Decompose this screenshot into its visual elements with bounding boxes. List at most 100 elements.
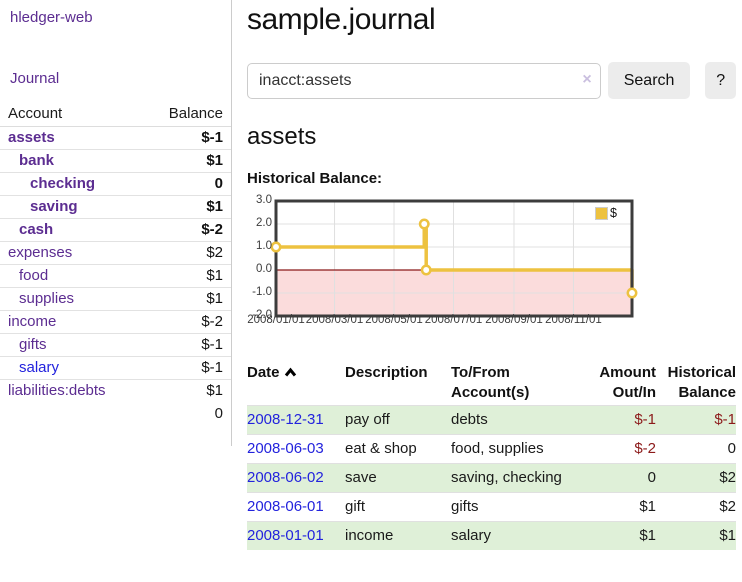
search-button[interactable]: Search [607, 62, 691, 99]
account-row: food $1 [0, 264, 231, 288]
sidebar: hledger-web Journal Account Balance asse… [0, 0, 232, 446]
accounts-header-account: Account [0, 102, 139, 127]
transaction-balance: $1 [656, 521, 736, 550]
account-row: salary $-1 [0, 356, 231, 380]
transaction-balance: $-1 [656, 405, 736, 435]
chart-plot-area [270, 199, 638, 318]
account-balance: $2 [138, 241, 231, 265]
page-title: sample.journal [247, 3, 436, 36]
account-link-cash[interactable]: cash [19, 221, 54, 238]
transaction-description: pay off [345, 405, 451, 435]
account-name-cell: salary [0, 356, 139, 380]
transaction-accounts: food, supplies [451, 434, 583, 464]
transaction-date-link[interactable]: 2008-12-31 [247, 411, 324, 428]
y-axis-tick-label: 0.0 [256, 263, 272, 275]
header-line1: Amount [599, 364, 656, 381]
transaction-date-link[interactable]: 2008-01-01 [247, 527, 324, 544]
accounts-total-value: 0 [214, 405, 223, 422]
sidebar-item-journal[interactable]: Journal [10, 70, 60, 87]
account-row: cash $-2 [0, 218, 231, 242]
account-name-cell: income [0, 310, 139, 334]
account-link-assets[interactable]: assets [8, 129, 55, 146]
accounts-header-balance: Balance [138, 102, 231, 127]
transaction-date-cell: 2008-01-01 [247, 521, 345, 550]
x-axis-tick-label: 2008/05/01 [365, 314, 423, 326]
account-balance: $-1 [138, 356, 231, 380]
account-heading: assets [247, 123, 317, 150]
search-input[interactable] [247, 62, 601, 99]
account-balance: $1 [138, 379, 231, 402]
account-name-cell: gifts [0, 333, 139, 357]
account-balance: $1 [138, 287, 231, 311]
search-input-wrap: × [247, 62, 601, 99]
register-table-header: Date Description To/From Account(s) Amount Ou… [247, 361, 736, 406]
account-link-supplies[interactable]: supplies [19, 290, 75, 307]
x-axis-tick-label: 2008/03/01 [305, 314, 364, 326]
account-link-bank[interactable]: bank [19, 152, 55, 169]
app-brand-link[interactable]: hledger-web [10, 9, 93, 26]
transaction-accounts: saving, checking [451, 463, 583, 493]
register-header-date[interactable]: Date [247, 361, 345, 406]
account-row: income $-2 [0, 310, 231, 334]
account-row: bank $1 [0, 149, 231, 173]
transaction-description: save [345, 463, 451, 493]
transaction-row: 2008-06-02 save saving, checking 0 $2 [247, 463, 736, 493]
account-link-food[interactable]: food [19, 267, 49, 284]
account-balance: $-2 [138, 218, 231, 242]
x-axis-tick-label: 2008/11/01 [545, 314, 602, 326]
transaction-accounts: debts [451, 405, 583, 435]
data-point-marker [270, 241, 282, 253]
account-link-gifts[interactable]: gifts [19, 336, 47, 353]
transaction-row: 2008-01-01 income salary $1 $1 [247, 521, 736, 550]
account-link-liabilities-debts[interactable]: liabilities:debts [8, 382, 106, 399]
transaction-amount: $-1 [583, 405, 656, 435]
transaction-balance: $2 [656, 492, 736, 522]
accounts-total-row: 0 [0, 402, 231, 425]
clear-search-icon[interactable]: × [582, 70, 592, 88]
transaction-amount: $1 [583, 492, 656, 522]
transaction-row: 2008-12-31 pay off debts $-1 $-1 [247, 405, 736, 435]
account-name-cell: checking [0, 172, 139, 196]
transaction-amount: 0 [583, 463, 656, 493]
transaction-date-cell: 2008-12-31 [247, 405, 345, 435]
transaction-row: 2008-06-03 eat & shop food, supplies $-2 0 [247, 434, 736, 464]
accounts-table-header: Account Balance [0, 102, 231, 127]
chart-title: Historical Balance: [247, 170, 383, 187]
account-balance: $1 [138, 264, 231, 288]
transaction-date-link[interactable]: 2008-06-01 [247, 498, 324, 515]
transaction-date-link[interactable]: 2008-06-02 [247, 469, 324, 486]
register-header-description: Description [345, 361, 451, 406]
account-name-cell: expenses [0, 241, 139, 265]
register-header-tofrom: To/From Account(s) [451, 361, 583, 406]
account-link-salary[interactable]: salary [19, 359, 60, 376]
legend-swatch-icon [595, 206, 608, 220]
transaction-description: gift [345, 492, 451, 522]
transaction-accounts: gifts [451, 492, 583, 522]
account-link-income[interactable]: income [8, 313, 57, 330]
header-line2: Account(s) [451, 384, 530, 401]
account-link-expenses[interactable]: expenses [8, 244, 73, 261]
header-line1: To/From [451, 364, 510, 381]
account-link-checking[interactable]: checking [30, 175, 96, 192]
account-row: assets $-1 [0, 127, 231, 150]
help-button[interactable]: ? [705, 62, 736, 99]
data-point-marker [418, 218, 430, 230]
data-point-marker [626, 287, 638, 299]
transaction-date-link[interactable]: 2008-06-03 [247, 440, 324, 457]
transaction-amount: $1 [583, 521, 656, 550]
transaction-balance: $2 [656, 463, 736, 493]
plot-border [274, 199, 634, 318]
header-line1: Date [247, 364, 280, 381]
account-link-saving[interactable]: saving [30, 198, 78, 215]
account-balance: $1 [138, 149, 231, 173]
account-name-cell: saving [0, 195, 139, 219]
account-row: checking 0 [0, 172, 231, 196]
x-axis-tick-label: 2008/07/01 [424, 314, 483, 326]
account-row: expenses $2 [0, 241, 231, 265]
register-header-historical: Historical Balance [656, 361, 736, 406]
account-balance: $1 [138, 195, 231, 219]
x-axis-tick-label: 2008/09/01 [485, 314, 543, 326]
data-point-marker [420, 264, 432, 276]
account-name-cell: bank [0, 149, 139, 173]
account-name-cell: food [0, 264, 139, 288]
